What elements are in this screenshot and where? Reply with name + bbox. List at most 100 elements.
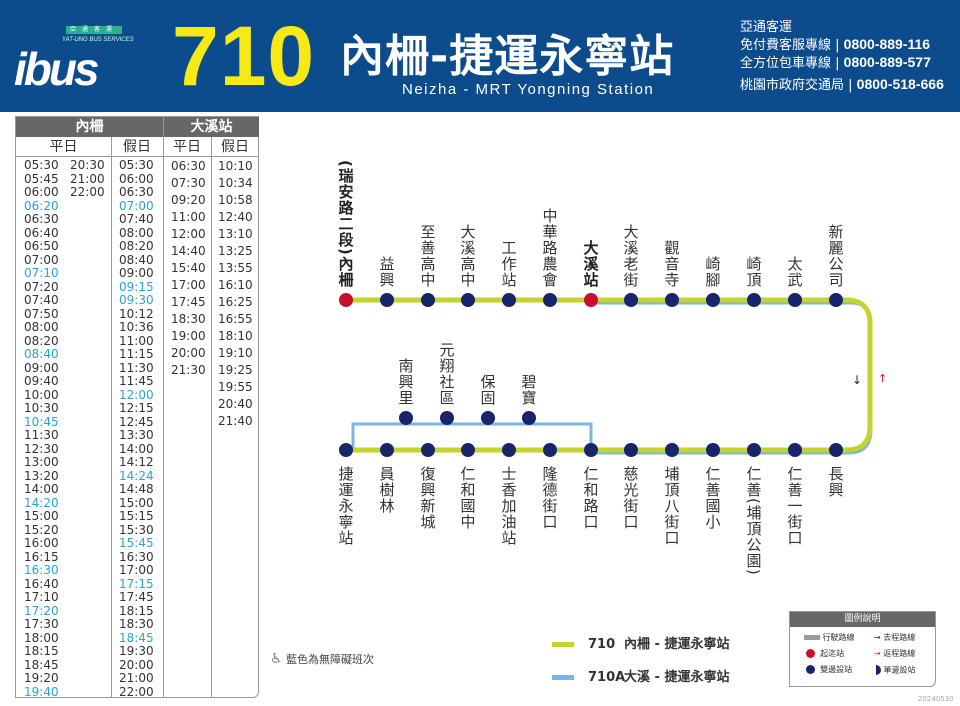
departure-time: 11:45	[119, 374, 154, 388]
departure-time: 18:30	[171, 312, 206, 326]
route-number: 710	[172, 9, 316, 103]
daxi-holiday-times: 10:10 10:34 10:58 12:40 13:10 13:25 13:55 16:10…	[218, 158, 253, 430]
stop-marker	[543, 443, 557, 457]
departure-time: 20:00	[171, 346, 206, 360]
branch-stop-marker	[440, 411, 454, 425]
line-710-swatch	[552, 642, 574, 647]
key-item: 起迄站	[806, 649, 844, 659]
departure-time: 16:00	[24, 536, 59, 550]
departure-time: 06:50	[24, 239, 59, 253]
stop-marker	[421, 443, 435, 457]
stop-label: 仁善國小	[703, 466, 722, 530]
contact-line: 全方位包車專線 | 0800-889-577	[740, 54, 931, 71]
return-arrow-icon: ⇢	[874, 649, 881, 658]
terminal-stop-icon	[806, 649, 815, 658]
column-divider	[111, 137, 112, 697]
stop-marker	[788, 293, 802, 307]
departure-time: 21:00	[119, 671, 154, 685]
departure-time: 08:20	[119, 239, 154, 253]
contact-info: 亞通客運 免付費客服專線 | 0800-889-116 全方位包車專線 | 08…	[740, 19, 944, 94]
departure-time: 05:30	[24, 158, 59, 172]
stop-label: 大溪站	[581, 240, 600, 288]
stop-marker	[829, 443, 843, 457]
departure-time: 16:55	[218, 312, 253, 326]
logo-en: YAT-UNG BUS SERVICES	[62, 37, 134, 43]
line-710a	[351, 301, 873, 455]
stop-label: 員樹林	[377, 466, 396, 514]
neizha-holiday-times: 05:30 06:00 06:30 07:00 07:40 08:00 08:20 08:40…	[119, 158, 154, 699]
logo-wordmark: ibus	[14, 43, 100, 95]
departure-time: 13:10	[218, 227, 253, 241]
departure-time: 15:00	[24, 509, 59, 523]
date-stamp: 20240530	[918, 695, 954, 703]
stop-marker	[380, 293, 394, 307]
branch-stop-marker	[481, 411, 495, 425]
legend-code: 710	[588, 637, 616, 652]
departure-time: 11:00	[119, 333, 154, 348]
departure-time: 15:45	[119, 536, 154, 550]
key-item: ⇢ 返程路線	[874, 649, 916, 658]
stop-label: 至善高中	[418, 224, 437, 288]
departure-time: 12:00	[119, 387, 154, 402]
departure-time: 07:00	[24, 252, 59, 267]
stop-label: 崎腳	[703, 256, 722, 288]
departure-time: 06:00	[119, 171, 154, 186]
stop-marker	[461, 443, 475, 457]
column-divider	[163, 117, 164, 697]
departure-time: 09:30	[119, 293, 154, 307]
departure-time: 09:00	[24, 360, 59, 375]
contact-line: 桃園市政府交通局 | 0800-518-666	[740, 76, 944, 93]
legend-route-name: 大溪 - 捷運永寧站	[624, 670, 730, 685]
stop-marker	[543, 293, 557, 307]
departure-time: 07:10	[24, 266, 59, 280]
departure-time: 07:40	[24, 293, 59, 307]
stop-marker	[624, 293, 638, 307]
stop-label: 仁善(埔頂公園)	[744, 466, 763, 576]
departure-time: 15:00	[119, 495, 154, 510]
ibus-logo: 亞通客運 YAT-UNG BUS SERVICES ibus	[14, 26, 154, 96]
stop-label: 太武	[785, 256, 804, 288]
departure-time: 12:15	[119, 401, 154, 415]
departure-time: 12:30	[24, 441, 59, 456]
departure-time: 08:40	[24, 347, 59, 361]
stop-label: 復興新城	[418, 466, 437, 530]
departure-time: 17:45	[119, 590, 154, 604]
stop-label: 長興	[826, 466, 845, 498]
departure-time: 11:00	[171, 210, 206, 224]
departure-time: 17:00	[171, 278, 206, 292]
departure-time: 10:58	[218, 193, 253, 207]
departure-time: 14:48	[119, 482, 154, 496]
departure-time: 08:00	[119, 225, 154, 240]
departure-time: 17:00	[119, 563, 154, 577]
day-weekday: 平日	[16, 137, 111, 157]
legend-710: 710 內柵 - 捷運永寧站	[552, 633, 729, 652]
departure-time: 20:30	[70, 158, 105, 172]
branch-stop-label: 碧寶	[519, 374, 538, 406]
departure-time: 18:45	[119, 630, 154, 645]
departure-time: 14:12	[119, 455, 154, 469]
arrow-down-icon: ↓	[852, 373, 862, 387]
departure-time: 08:40	[119, 252, 154, 267]
departure-time: 17:10	[24, 590, 59, 604]
stop-marker	[461, 293, 475, 307]
accessibility-note-text: 藍色為無障礙班次	[286, 653, 375, 666]
departure-time: 10:34	[218, 176, 253, 190]
legend-code: 710A	[588, 670, 626, 685]
departure-time: 14:40	[171, 244, 206, 258]
departure-time: 07:00	[119, 198, 154, 213]
stop-label: 慈光街口	[621, 466, 640, 530]
departure-time: 06:30	[119, 185, 154, 199]
stop-marker	[502, 443, 516, 457]
departure-time: 19:10	[218, 346, 253, 360]
stop-label: 工作站	[499, 240, 518, 288]
departure-time: 07:20	[24, 279, 59, 294]
departure-time: 18:45	[24, 657, 59, 672]
departure-time: 19:30	[119, 644, 154, 658]
departure-time: 08:20	[24, 333, 59, 348]
column-divider	[211, 137, 212, 697]
stop-label: 士香加油站	[499, 466, 518, 546]
departure-time: 13:25	[218, 244, 253, 258]
stop-marker	[584, 293, 598, 307]
departure-time: 19:40	[24, 684, 59, 699]
stop-marker	[380, 443, 394, 457]
